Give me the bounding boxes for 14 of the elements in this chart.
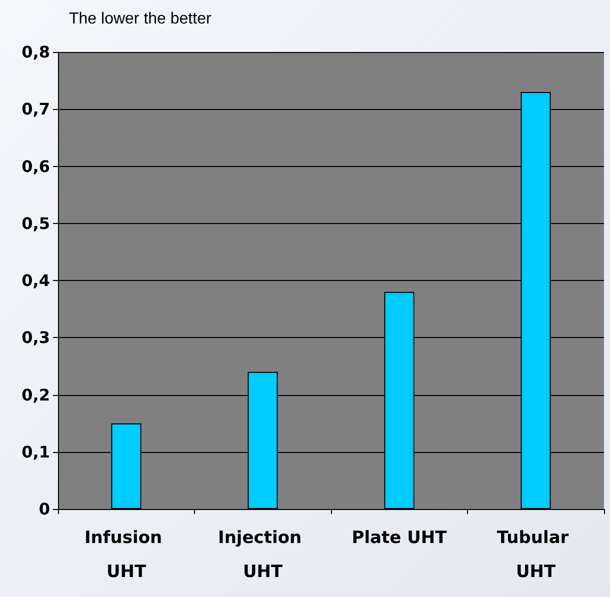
y-tick-label: 0,2 [22,385,50,404]
y-tick-label: 0,5 [22,214,50,233]
y-tick-label: 0,4 [22,271,50,290]
y-tick-label: 0,7 [22,100,50,119]
y-tick-label: 0,6 [22,156,50,176]
y-tick-label: 0,3 [22,328,50,348]
x-tick-label: Tubular UHT [496,528,575,582]
x-tick-label: Infusion UHT [84,528,168,582]
chart-title: The lower the better [69,10,212,28]
x-tick-label: Plate UHT [352,528,448,548]
x-tick-label: Injection UHT [218,528,308,582]
y-tick-label: 0,1 [22,442,50,462]
y-tick-label: 0,8 [22,42,50,62]
y-tick-label: 0 [38,500,50,518]
